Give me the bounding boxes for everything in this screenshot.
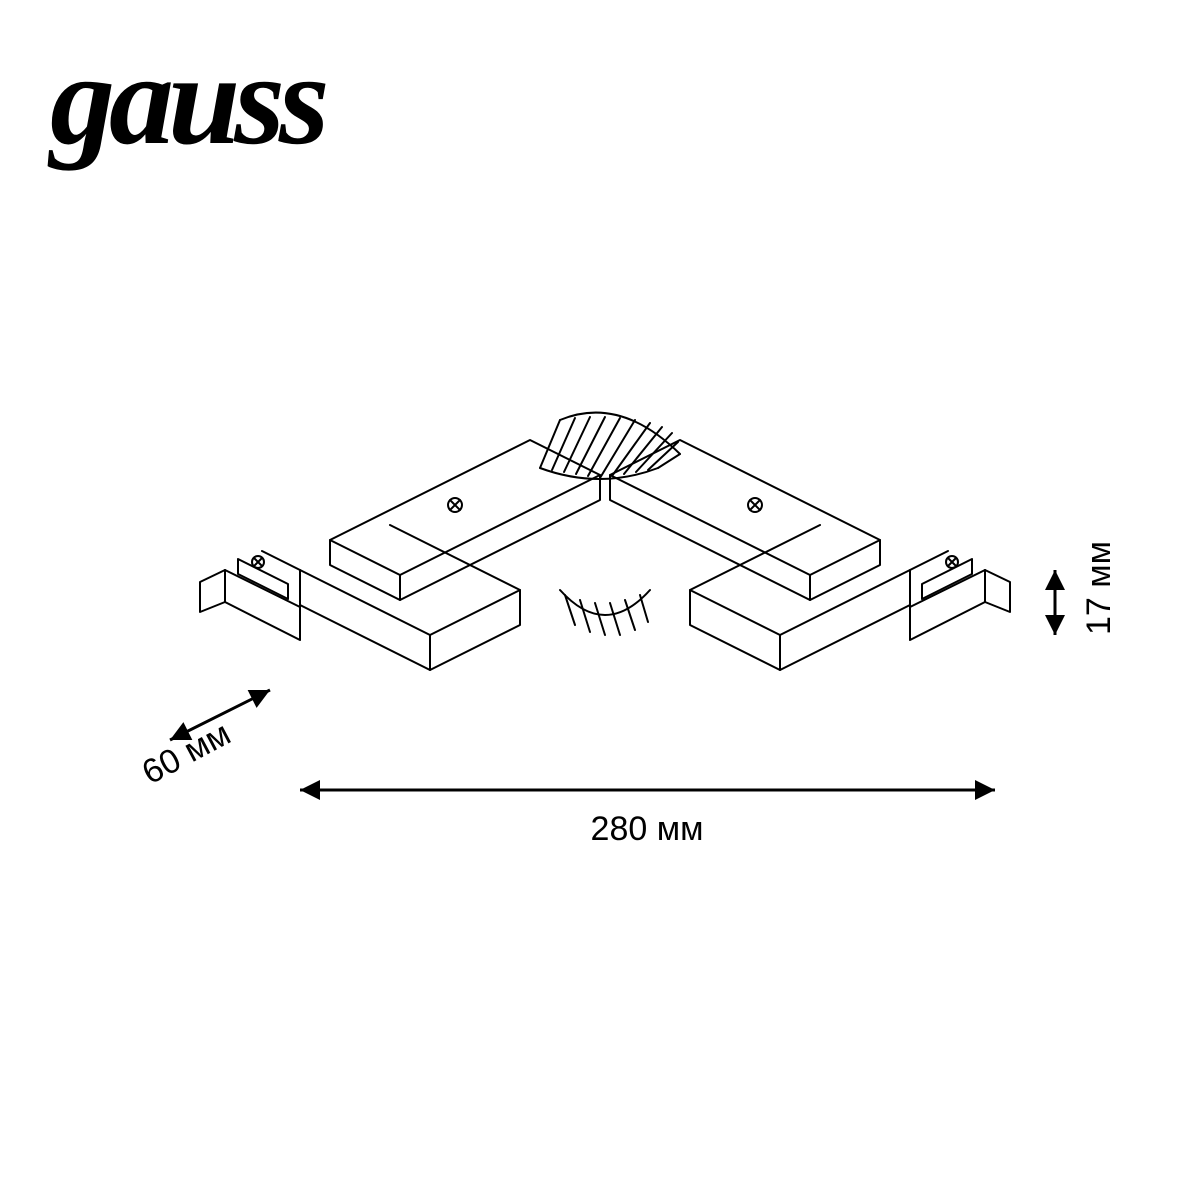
dimension-lines (170, 570, 1055, 790)
dim-width-label: 280 мм (591, 810, 704, 848)
technical-diagram: 280 мм 60 мм 17 мм (0, 0, 1200, 1200)
connector-body (200, 413, 1010, 670)
dim-height-label: 17 мм (1080, 541, 1118, 635)
dim-depth-label: 60 мм (136, 714, 237, 792)
